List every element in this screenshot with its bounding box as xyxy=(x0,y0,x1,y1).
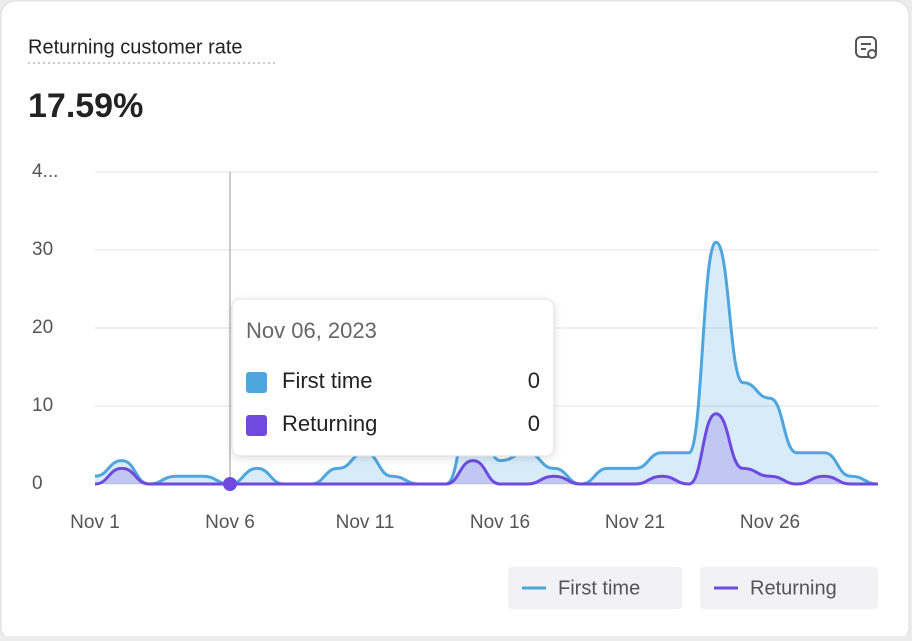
tooltip-label: Returning xyxy=(282,411,377,436)
x-tick-label: Nov 21 xyxy=(605,512,665,533)
x-tick-label: Nov 11 xyxy=(336,512,395,533)
hover-dot xyxy=(223,477,237,491)
tooltip-value: 0 xyxy=(528,368,540,393)
tooltip-title: Nov 06, 2023 xyxy=(246,318,377,343)
metric: 17.59% xyxy=(28,87,143,125)
icon[interactable] xyxy=(855,36,877,59)
legend-item: Returning xyxy=(700,567,878,609)
tooltip-swatch xyxy=(246,415,267,436)
legend-box xyxy=(508,567,682,609)
y-tick-label: 10 xyxy=(32,395,53,416)
legend-label: Returning xyxy=(750,577,837,599)
tooltip-value: 0 xyxy=(528,411,540,436)
legend-box xyxy=(700,567,878,609)
y-tick-label: 4... xyxy=(32,161,58,182)
x-tick-label: Nov 1 xyxy=(70,512,120,533)
tooltip-box xyxy=(231,298,555,457)
y-tick-label: 0 xyxy=(32,473,43,494)
tooltip: Nov 06, 2023 First time 0 Returning 0 xyxy=(231,298,555,457)
legend-label: First time xyxy=(558,577,640,599)
legend-item: First time xyxy=(508,567,682,609)
tooltip-swatch xyxy=(246,372,267,393)
x-tick-label: Nov 26 xyxy=(740,512,800,533)
y-tick-label: 20 xyxy=(32,317,53,338)
chart-title: Returning customer rate xyxy=(28,36,243,58)
y-tick-label: 30 xyxy=(32,239,53,260)
x-tick-label: Nov 16 xyxy=(470,512,530,533)
tooltip-label: First time xyxy=(282,368,372,393)
area xyxy=(95,413,878,484)
x-tick-label: Nov 6 xyxy=(205,512,255,533)
